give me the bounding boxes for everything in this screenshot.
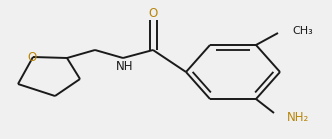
Text: NH: NH xyxy=(116,59,134,73)
Text: O: O xyxy=(148,7,158,19)
Text: O: O xyxy=(27,50,37,64)
Text: NH₂: NH₂ xyxy=(287,111,309,123)
Text: CH₃: CH₃ xyxy=(292,26,313,36)
